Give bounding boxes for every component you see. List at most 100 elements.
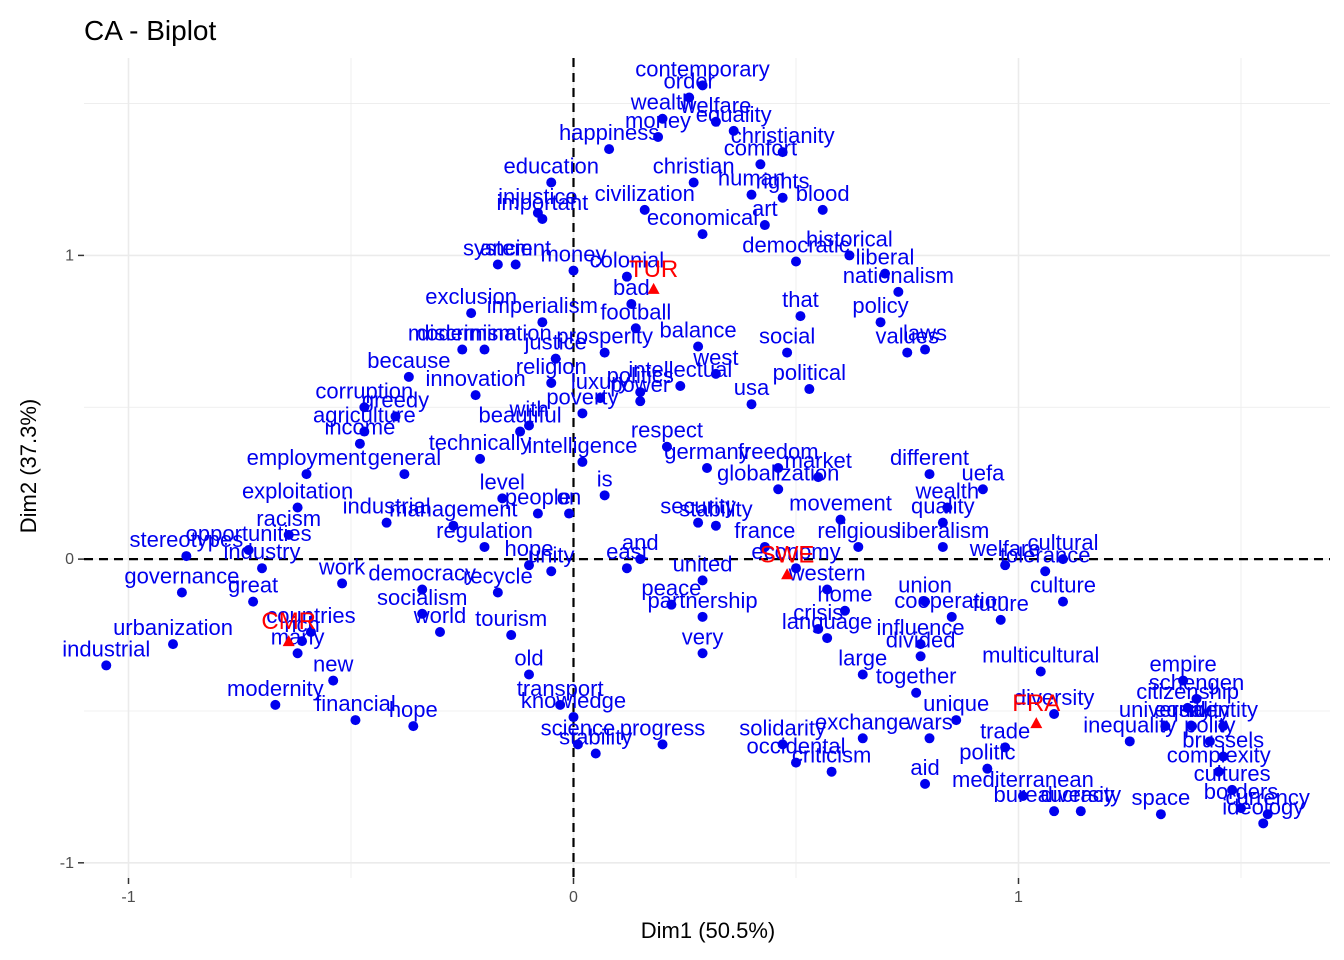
row-point-label: transport bbox=[517, 676, 604, 701]
row-point-label: wars bbox=[905, 709, 952, 734]
row-point bbox=[728, 125, 739, 136]
row-point bbox=[684, 92, 695, 103]
row-point-label: exchange bbox=[815, 709, 910, 734]
row-point bbox=[524, 420, 534, 431]
row-point bbox=[1262, 809, 1273, 820]
row-point bbox=[795, 311, 806, 322]
row-point bbox=[777, 192, 788, 203]
x-tick-label: 0 bbox=[569, 889, 578, 906]
row-point-label: colonial bbox=[590, 248, 665, 273]
row-point-label: because bbox=[367, 348, 450, 373]
row-point-label: nationalism bbox=[843, 263, 954, 288]
row-point bbox=[657, 113, 668, 124]
row-point-label: security bbox=[660, 494, 736, 519]
row-point bbox=[804, 384, 815, 395]
row-point-label: unity bbox=[528, 542, 574, 567]
row-point bbox=[920, 344, 931, 355]
row-point bbox=[1187, 721, 1198, 732]
row-point bbox=[546, 377, 557, 388]
row-point-label: money bbox=[625, 108, 691, 133]
row-point-label: happiness bbox=[559, 120, 659, 145]
row-point bbox=[839, 605, 850, 616]
row-point bbox=[911, 687, 922, 698]
row-point bbox=[475, 453, 486, 464]
row-point-label: christian bbox=[653, 154, 735, 179]
row-point bbox=[995, 614, 1006, 625]
row-point bbox=[328, 675, 339, 686]
row-point-label: balance bbox=[660, 318, 737, 343]
x-tick-label: -1 bbox=[121, 889, 135, 906]
row-point-label: system bbox=[463, 236, 533, 261]
row-point-label: contemporary bbox=[635, 56, 770, 81]
row-point bbox=[697, 648, 708, 659]
row-point-label: criticism bbox=[792, 743, 871, 768]
row-point bbox=[1058, 554, 1068, 565]
row-point bbox=[937, 517, 948, 528]
row-point bbox=[550, 353, 561, 364]
row-point bbox=[599, 347, 610, 358]
row-point-label: agriculture bbox=[313, 403, 416, 428]
row-point bbox=[697, 229, 708, 240]
row-point bbox=[639, 204, 650, 215]
row-point bbox=[537, 213, 548, 224]
row-point bbox=[951, 715, 962, 726]
row-point bbox=[755, 159, 766, 170]
row-point bbox=[621, 271, 632, 282]
row-point bbox=[1227, 784, 1238, 795]
row-point-label: equality bbox=[1154, 697, 1230, 722]
row-point bbox=[697, 611, 708, 622]
row-point-label: corruption bbox=[315, 378, 413, 403]
row-point-label: poverty bbox=[546, 384, 618, 409]
row-point-label: industrial bbox=[343, 494, 431, 519]
row-point bbox=[101, 660, 112, 671]
row-point bbox=[595, 393, 606, 404]
row-point bbox=[572, 739, 583, 750]
row-point bbox=[337, 578, 348, 589]
row-point-label: technically bbox=[429, 430, 532, 455]
row-point bbox=[492, 587, 503, 598]
reference-lines bbox=[84, 58, 1330, 878]
row-point bbox=[937, 541, 948, 552]
row-point bbox=[297, 636, 308, 647]
row-point-label: with bbox=[508, 396, 548, 421]
row-point-label: partnership bbox=[648, 588, 758, 613]
row-point bbox=[181, 551, 192, 562]
row-point bbox=[920, 778, 931, 789]
row-point-label: innovation bbox=[425, 366, 525, 391]
row-point bbox=[1218, 751, 1229, 762]
row-point-label: level bbox=[480, 469, 525, 494]
row-point bbox=[590, 748, 601, 759]
row-point bbox=[621, 563, 632, 574]
row-point bbox=[826, 766, 837, 777]
row-point-label: socialism bbox=[377, 585, 467, 610]
row-point-label: respect bbox=[631, 418, 703, 443]
row-point-label: politic bbox=[959, 740, 1015, 765]
chart-title: CA - Biplot bbox=[84, 15, 216, 46]
row-point bbox=[292, 502, 303, 513]
row-point bbox=[568, 265, 579, 276]
row-point-label: opportunities bbox=[186, 521, 312, 546]
row-point-label: religion bbox=[516, 354, 587, 379]
row-point-label: money bbox=[540, 242, 606, 267]
row-point-label: modernity bbox=[227, 676, 324, 701]
row-point-label: new bbox=[313, 652, 353, 677]
row-point-label: modernism bbox=[408, 321, 517, 346]
row-point bbox=[835, 514, 846, 525]
row-point bbox=[813, 623, 824, 634]
row-point bbox=[359, 426, 370, 437]
row-point bbox=[506, 630, 517, 641]
row-point bbox=[822, 633, 833, 644]
row-point-label: people bbox=[505, 485, 571, 510]
row-point-label: rights bbox=[756, 169, 810, 194]
row-point bbox=[773, 463, 784, 473]
row-point-label: imperialism bbox=[487, 293, 598, 318]
row-point-label: divided bbox=[886, 627, 956, 652]
row-point-label: freedom bbox=[738, 439, 819, 464]
row-point-label: on bbox=[557, 485, 581, 510]
row-point bbox=[1258, 818, 1269, 829]
row-point-label: uefa bbox=[961, 460, 1005, 485]
row-point-label: power bbox=[610, 372, 670, 397]
row-point bbox=[653, 131, 664, 142]
row-point bbox=[390, 411, 401, 422]
